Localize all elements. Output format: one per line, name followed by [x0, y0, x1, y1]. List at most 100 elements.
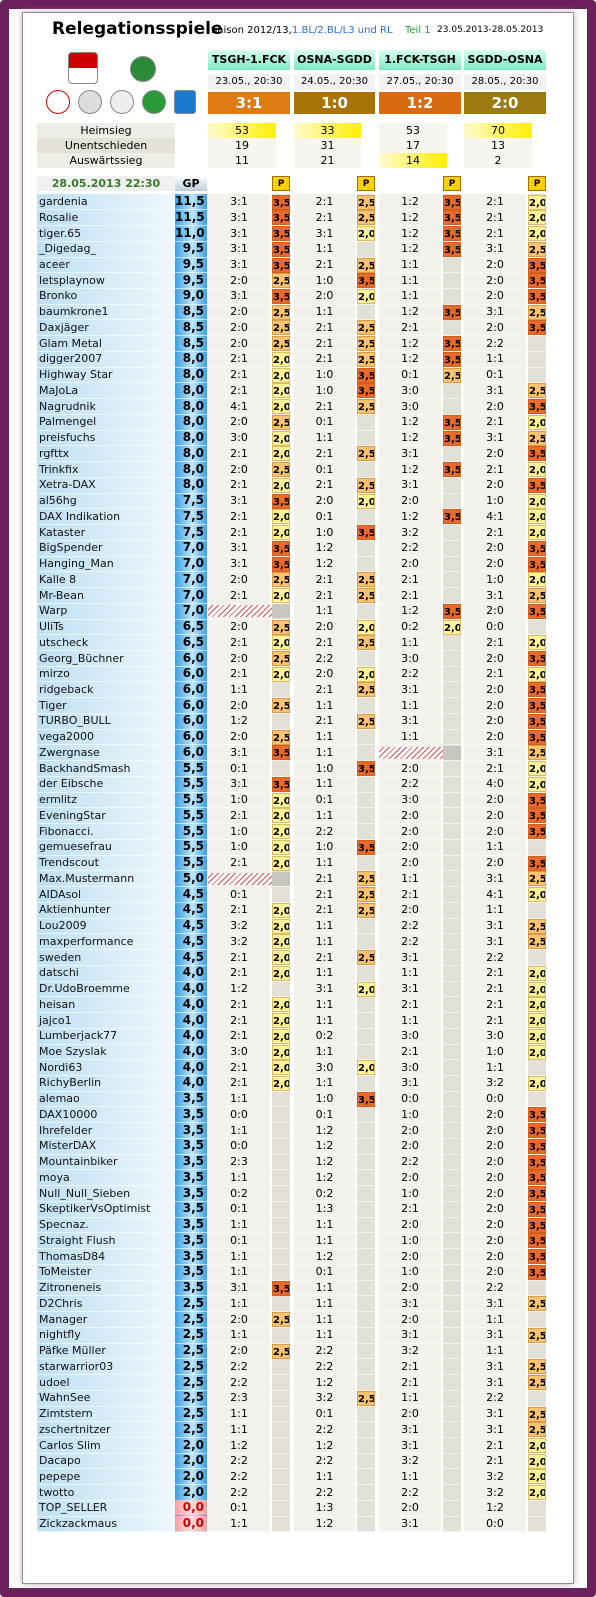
tip: 2:0 [486, 541, 504, 555]
points: 2,0 [528, 981, 546, 997]
row-line [37, 1263, 546, 1265]
points: 2,0 [528, 194, 546, 210]
player-name: RichyBerlin [39, 1076, 102, 1090]
tip: 3:1 [401, 1422, 419, 1436]
gp-value: 3,5 [182, 1280, 204, 1295]
points: 2,5 [528, 1359, 546, 1375]
part: Teil 1 [405, 25, 431, 36]
tip: 2:1 [315, 446, 334, 460]
tip: 2:0 [486, 856, 504, 870]
player-name: pepepe [39, 1469, 81, 1483]
points: 2,5 [528, 1296, 546, 1312]
points: 3,5 [443, 226, 461, 241]
tip: 2:2 [486, 1281, 504, 1295]
points: 3,5 [443, 462, 461, 478]
tip: 3:1 [401, 1517, 419, 1531]
tip: 3:2 [230, 919, 248, 932]
row-line [37, 823, 546, 825]
tip: 0:1 [230, 1202, 248, 1216]
tip: 1:1 [315, 1233, 334, 1247]
tip: 2:0 [230, 462, 248, 476]
tip: 2:1 [315, 635, 334, 649]
player-name: Bronko [39, 289, 78, 303]
points: 2,5 [272, 698, 290, 714]
points: 2,5 [272, 462, 290, 478]
tip: 0:1 [315, 1107, 334, 1121]
tip: 2:1 [401, 1202, 419, 1216]
tip: 2:1 [486, 210, 504, 224]
tip: 2:1 [401, 1045, 419, 1058]
tip: 1:1 [315, 1076, 334, 1090]
gp-value: 2,0 [182, 1484, 204, 1499]
tip: 2:0 [401, 840, 419, 854]
points-header: P [528, 176, 546, 191]
tip: 1:1 [230, 682, 248, 696]
tip: 2:0 [401, 1139, 419, 1153]
tip: 2:0 [486, 478, 504, 492]
tip: 3:1 [401, 950, 419, 964]
tip: 3:1 [401, 1076, 419, 1090]
row-line [37, 996, 546, 998]
points: 2,5 [528, 588, 546, 603]
points: 3,5 [272, 493, 290, 509]
tip: 3:1 [486, 305, 504, 319]
player-name: mirzo [39, 667, 70, 681]
tip: 2:2 [401, 667, 419, 681]
row-line [37, 1358, 546, 1360]
points: 2,5 [528, 918, 546, 934]
tip: 3:0 [315, 1060, 334, 1074]
points: 2,0 [272, 509, 290, 525]
player-name: _Digedag_ [39, 242, 96, 256]
points: 3,5 [528, 1217, 546, 1233]
tip: 1:2 [401, 462, 419, 476]
gp-value: 8,0 [182, 398, 204, 413]
tip: 3:0 [401, 1029, 419, 1043]
tip: 2:0 [486, 1186, 504, 1200]
tip: 0:1 [230, 1501, 248, 1515]
points: 3,5 [357, 1091, 375, 1107]
tip: 2:1 [401, 997, 419, 1011]
player-name: Manager [39, 1312, 88, 1326]
points: 2,0 [357, 1060, 375, 1076]
player-name: EveningStar [39, 808, 106, 822]
gp-value: 2,0 [182, 1468, 204, 1483]
row-line [37, 1374, 546, 1375]
player-name: Palmengel [39, 415, 97, 429]
gp-value: 11,5 [175, 209, 205, 224]
gp-value: 0,0 [175, 1516, 207, 1532]
row-line [37, 744, 546, 746]
gp-value: 2,0 [182, 1453, 204, 1468]
tip: 1:3 [315, 1202, 334, 1216]
tip: 3:1 [486, 588, 504, 602]
tip: 3:1 [230, 1281, 248, 1295]
points: 3,5 [528, 682, 546, 698]
player-name: Dr.UdoBroemme [39, 982, 130, 995]
gp-value: 9,5 [182, 272, 204, 287]
points: 3,5 [272, 257, 290, 273]
player-name: aceer [39, 258, 70, 271]
points: 3,5 [528, 446, 546, 462]
tip: 1:1 [230, 1328, 248, 1342]
tip: 3:1 [401, 682, 419, 696]
player-name: Hanging_Man [39, 557, 114, 570]
player-name: DAX10000 [39, 1107, 98, 1121]
player-name: BigSpender [39, 541, 103, 555]
tip: 2:0 [486, 557, 504, 570]
tip: 2:2 [401, 1155, 419, 1169]
tip: 2:1 [486, 226, 504, 240]
player-name: vega2000 [39, 730, 94, 744]
tip: 1:1 [486, 1312, 504, 1326]
tip: 1:1 [401, 273, 419, 287]
tip: 2:1 [315, 336, 334, 350]
tip: 1:0 [486, 572, 504, 586]
gp-value: 3,5 [182, 1138, 204, 1153]
player-name: Zickzackmaus [39, 1517, 118, 1531]
player-name: ToMeister [39, 1265, 92, 1279]
tip: 2:0 [230, 651, 248, 665]
row-line [37, 1074, 546, 1076]
points: 2,5 [528, 304, 546, 320]
player-name: heisan [39, 997, 76, 1011]
tip: 1:2 [315, 557, 334, 570]
tip: 2:1 [486, 1013, 504, 1027]
points: 2,0 [357, 493, 375, 509]
